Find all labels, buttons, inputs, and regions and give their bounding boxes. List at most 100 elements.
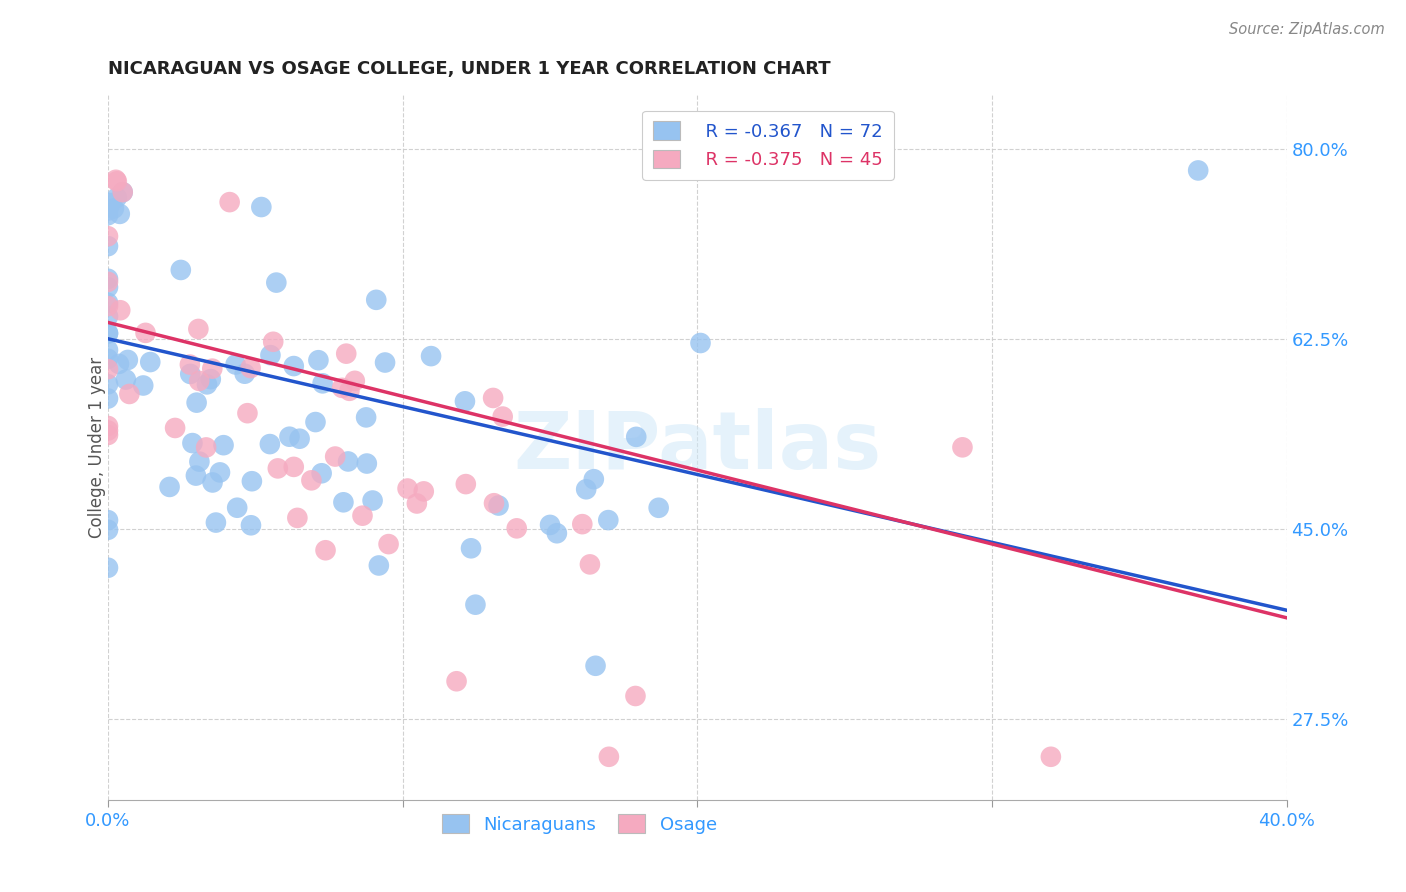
Point [200, 372, 222, 386]
Point [624, 689, 647, 703]
Point [482, 496, 505, 510]
Point [571, 517, 593, 532]
Point [218, 195, 240, 210]
Point [311, 467, 333, 481]
Point [187, 322, 209, 336]
Point [352, 508, 374, 523]
Point [240, 474, 263, 488]
Point [104, 173, 127, 187]
Point [420, 349, 443, 363]
Point [396, 482, 419, 496]
Point [283, 359, 305, 373]
Point [250, 200, 273, 214]
Text: Source: ZipAtlas.com: Source: ZipAtlas.com [1229, 22, 1385, 37]
Point [575, 483, 598, 497]
Point [311, 376, 333, 391]
Point [598, 513, 620, 527]
Y-axis label: College, Under 1 year: College, Under 1 year [89, 357, 105, 538]
Point [506, 521, 529, 535]
Point [205, 516, 228, 530]
Point [488, 499, 510, 513]
Point [103, 202, 125, 216]
Point [105, 191, 128, 205]
Point [598, 749, 620, 764]
Point [195, 377, 218, 392]
Point [97, 326, 120, 341]
Point [97, 560, 120, 574]
Point [267, 461, 290, 475]
Point [366, 293, 388, 307]
Point [337, 454, 360, 468]
Point [1039, 749, 1062, 764]
Point [492, 409, 515, 424]
Point [212, 438, 235, 452]
Legend: Nicaraguans, Osage: Nicaraguans, Osage [441, 814, 717, 833]
Point [412, 484, 434, 499]
Point [356, 457, 378, 471]
Point [405, 496, 427, 510]
Point [367, 558, 389, 573]
Point [97, 280, 120, 294]
Point [97, 239, 120, 253]
Point [97, 310, 120, 324]
Point [179, 367, 201, 381]
Point [97, 362, 120, 376]
Point [97, 208, 120, 222]
Point [236, 406, 259, 420]
Point [97, 299, 120, 313]
Point [139, 355, 162, 369]
Point [208, 466, 231, 480]
Point [233, 367, 256, 381]
Point [97, 326, 120, 341]
Point [307, 353, 329, 368]
Point [689, 336, 711, 351]
Text: NICARAGUAN VS OSAGE COLLEGE, UNDER 1 YEAR CORRELATION CHART: NICARAGUAN VS OSAGE COLLEGE, UNDER 1 YEA… [108, 60, 831, 78]
Point [259, 437, 281, 451]
Point [118, 387, 141, 401]
Point [100, 196, 122, 211]
Point [259, 348, 281, 362]
Point [188, 455, 211, 469]
Point [377, 537, 399, 551]
Point [299, 473, 322, 487]
Point [201, 475, 224, 490]
Point [454, 477, 477, 491]
Point [361, 493, 384, 508]
Point [266, 276, 288, 290]
Point [97, 523, 120, 537]
Point [97, 343, 120, 357]
Point [97, 275, 120, 289]
Point [304, 415, 326, 429]
Point [195, 441, 218, 455]
Text: ZIPatlas: ZIPatlas [513, 409, 882, 486]
Point [97, 351, 120, 366]
Point [482, 391, 505, 405]
Point [132, 378, 155, 392]
Point [225, 358, 247, 372]
Point [315, 543, 337, 558]
Point [332, 495, 354, 509]
Point [283, 459, 305, 474]
Point [335, 346, 357, 360]
Point [181, 436, 204, 450]
Point [97, 229, 120, 244]
Point [188, 374, 211, 388]
Point [108, 357, 131, 371]
Point [97, 428, 120, 442]
Point [115, 373, 138, 387]
Point [159, 480, 181, 494]
Point [546, 526, 568, 541]
Point [374, 355, 396, 369]
Point [201, 361, 224, 376]
Point [538, 517, 561, 532]
Point [97, 392, 120, 406]
Point [354, 410, 377, 425]
Point [170, 263, 193, 277]
Point [186, 395, 208, 409]
Point [239, 518, 262, 533]
Point [184, 468, 207, 483]
Point [626, 430, 648, 444]
Point [579, 558, 602, 572]
Point [179, 358, 201, 372]
Point [226, 500, 249, 515]
